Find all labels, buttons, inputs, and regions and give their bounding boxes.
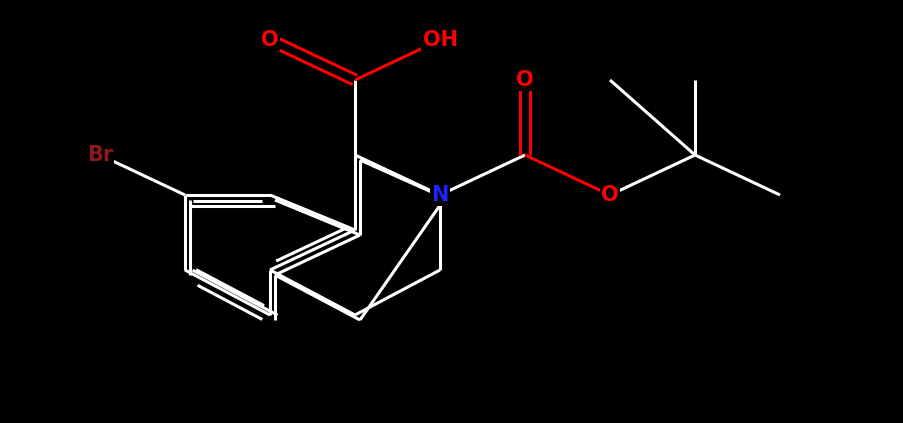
Text: O: O bbox=[261, 30, 278, 50]
Text: O: O bbox=[600, 185, 619, 205]
Text: N: N bbox=[431, 185, 448, 205]
Text: OH: OH bbox=[422, 30, 457, 50]
Text: Br: Br bbox=[87, 145, 113, 165]
Text: O: O bbox=[516, 70, 534, 90]
